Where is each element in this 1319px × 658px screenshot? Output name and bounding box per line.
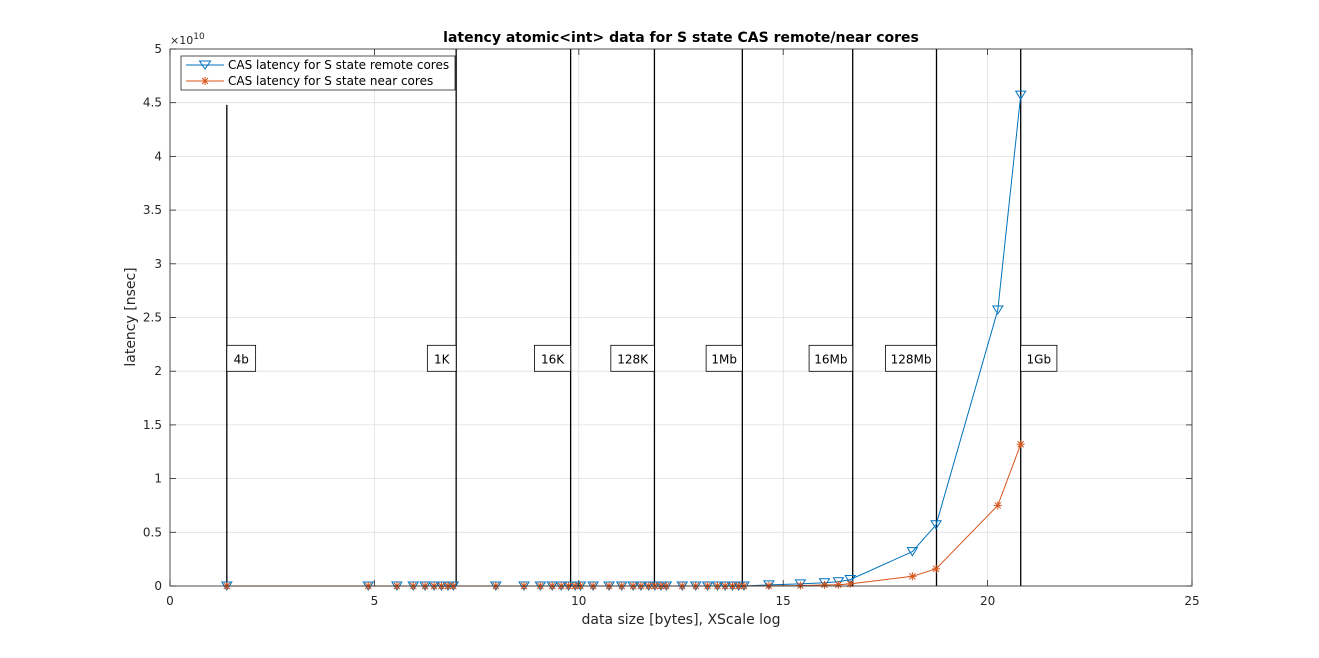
data-point: [844, 575, 857, 585]
data-point: [794, 579, 807, 589]
size-marker-labels: 4b 1K 16K 128K 1Mb 16Mb 128Mb 1Gb: [226, 344, 1058, 372]
y-tick-label: 1.5: [143, 418, 162, 432]
data-point: [1016, 440, 1025, 449]
legend: CAS latency for S state remote cores CAS…: [180, 55, 456, 91]
size-marker-label: 1Gb: [1027, 352, 1052, 366]
legend-marker-near: [201, 77, 209, 85]
y-exponent-base: ×10: [170, 34, 193, 47]
y-tick-label: 5: [154, 42, 162, 56]
size-marker-1mb: 1Mb: [705, 344, 743, 372]
x-tick-label: 0: [166, 594, 174, 608]
size-marker-16k: 16K: [534, 344, 572, 372]
y-tick-label: 4.5: [143, 96, 162, 110]
size-marker-box: [426, 344, 457, 372]
y-tick-label: 0: [154, 579, 162, 593]
y-exponent-label: ×1010: [170, 32, 205, 47]
y-tick-label: 4: [154, 149, 162, 163]
size-marker-box: [226, 344, 257, 372]
x-tick-label: 10: [571, 594, 586, 608]
y-tick-label: 3.5: [143, 203, 162, 217]
x-tick-label: 15: [776, 594, 791, 608]
legend-marker-remote: [198, 60, 212, 70]
x-tick-label: 20: [980, 594, 995, 608]
data-point: [993, 501, 1002, 510]
size-marker-label: 128Mb: [891, 352, 932, 366]
data-point: [991, 305, 1004, 315]
legend-label-remote: CAS latency for S state remote cores: [228, 58, 449, 72]
size-marker-box: [610, 344, 655, 372]
size-marker-box: [885, 344, 937, 372]
data-point: [762, 580, 775, 590]
size-marker-16mb: 16Mb: [808, 344, 854, 372]
size-marker-4b: 4b: [226, 344, 257, 372]
size-marker-label: 1Mb: [711, 352, 737, 366]
size-marker-128mb: 128Mb: [885, 344, 937, 372]
data-point: [932, 564, 941, 573]
size-marker-label: 16Mb: [814, 352, 847, 366]
data-point: [930, 520, 942, 530]
size-marker-1gb: 1Gb: [1020, 344, 1058, 372]
x-tick-label: 25: [1184, 594, 1199, 608]
legend-box: [180, 55, 456, 91]
x-axis-label: data size [bytes], XScale log: [581, 612, 780, 628]
size-marker-128k: 128K: [610, 344, 655, 372]
chart-title: latency atomic<int> data for S state CAS…: [443, 30, 919, 46]
legend-label-near: CAS latency for S state near cores: [228, 74, 433, 88]
axis-ticks: 0 5 10 15 20 25 0 0.5 1 1.5 2 2.5 3 3.5 4 4.5 5: [143, 42, 1200, 608]
size-marker-box: [808, 344, 854, 372]
y-exponent-power: 10: [193, 32, 205, 42]
size-marker-label: 16K: [541, 352, 565, 366]
y-tick-label: 2.5: [143, 311, 162, 325]
size-marker-box: [705, 344, 743, 372]
y-tick-label: 3: [154, 257, 162, 271]
size-marker-box: [1020, 344, 1058, 372]
y-tick-label: 2: [154, 364, 162, 378]
size-marker-box: [534, 344, 572, 372]
data-point: [820, 580, 829, 589]
data-point: [908, 572, 917, 581]
data-point: [846, 579, 855, 588]
size-marker-label: 128K: [617, 352, 649, 366]
data-point: [1014, 90, 1027, 101]
size-marker-label: 1K: [434, 352, 451, 366]
data-point: [834, 580, 843, 589]
size-marker-lines: [226, 49, 1022, 586]
size-marker-1k: 1K: [426, 344, 457, 372]
y-tick-label: 1: [154, 472, 162, 486]
data-point: [906, 547, 919, 557]
size-marker-label: 4b: [234, 352, 249, 366]
y-tick-label: 0.5: [143, 525, 162, 539]
x-tick-label: 5: [371, 594, 379, 608]
data-point: [796, 581, 805, 590]
y-axis-label: latency [nsec]: [123, 267, 139, 366]
